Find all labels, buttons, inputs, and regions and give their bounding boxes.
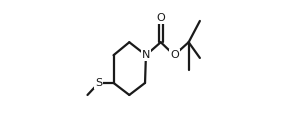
Text: O: O xyxy=(156,13,165,23)
Text: O: O xyxy=(170,50,179,60)
Text: N: N xyxy=(142,50,150,60)
Text: S: S xyxy=(95,78,102,88)
